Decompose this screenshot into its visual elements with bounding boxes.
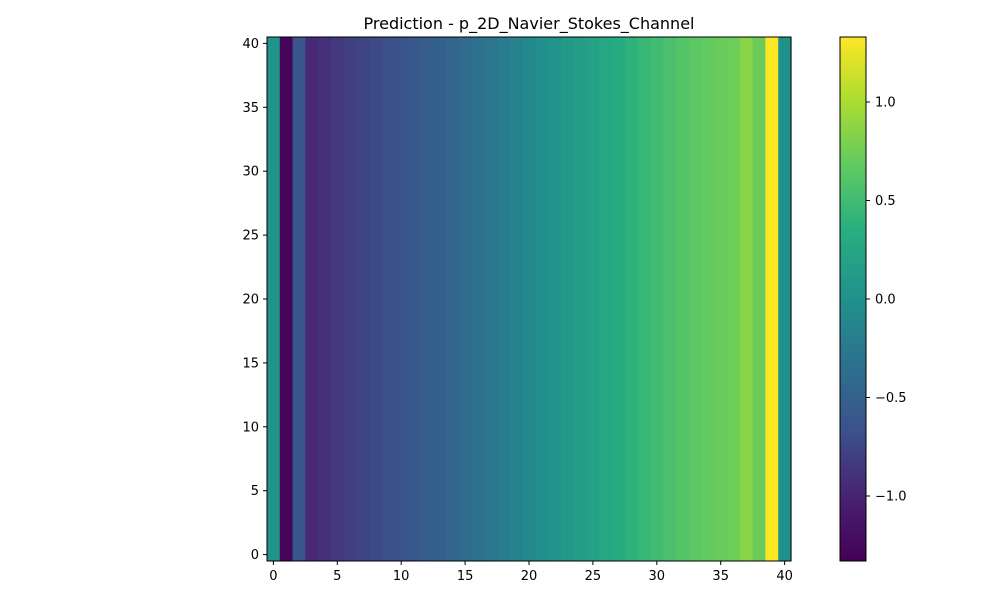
heatmap-column-10 (394, 37, 409, 561)
colorbar-axis: −1.0 −0.5 0.0 0.5 1.0 (866, 96, 907, 504)
heatmap-column-37 (739, 37, 754, 561)
colorbar-tick-label: −1.0 (875, 489, 907, 504)
heatmap-column-9 (382, 37, 396, 561)
chart-title: Prediction - p_2D_Navier_Stokes_Channel (364, 14, 695, 34)
x-tick-label: 0 (269, 569, 277, 584)
x-tick-label: 5 (333, 569, 341, 584)
y-tick-label: 10 (242, 420, 259, 435)
x-tick-label: 20 (521, 569, 538, 584)
heatmap-column-21 (535, 37, 549, 561)
colorbar-tick-label: 0.0 (875, 293, 896, 308)
heatmap-column-27 (612, 37, 626, 561)
y-tick-label: 40 (242, 37, 259, 52)
heatmap-column-28 (624, 37, 639, 561)
heatmap-column-2 (292, 37, 306, 561)
heatmap-column-25 (586, 37, 600, 561)
heatmap-column-8 (369, 37, 383, 561)
heatmap-column-1 (279, 37, 294, 561)
heatmap-column-20 (522, 37, 536, 561)
heatmap-column-3 (305, 37, 319, 561)
heatmap-column-11 (407, 37, 421, 561)
heatmap-column-35 (714, 37, 728, 561)
heatmap-column-36 (727, 37, 741, 561)
heatmap-column-0 (267, 37, 281, 561)
heatmap-cells (267, 37, 792, 561)
x-tick-label: 15 (457, 569, 474, 584)
heatmap-column-13 (433, 37, 447, 561)
x-tick-label: 30 (649, 569, 666, 584)
x-tick-label: 25 (585, 569, 602, 584)
colorbar-tick-label: 1.0 (875, 96, 896, 111)
x-tick-label: 35 (712, 569, 729, 584)
heatmap-column-14 (445, 37, 460, 561)
x-axis: 0 5 10 15 20 25 30 35 40 (269, 561, 793, 584)
heatmap-column-23 (560, 37, 575, 561)
heatmap-column-18 (497, 37, 511, 561)
heatmap-column-39 (765, 37, 779, 561)
y-tick-label: 25 (242, 229, 259, 244)
heatmap-column-29 (637, 37, 652, 561)
heatmap-column-4 (318, 37, 332, 561)
y-tick-label: 15 (242, 356, 259, 371)
x-tick-label: 10 (393, 569, 410, 584)
heatmap-column-38 (752, 37, 767, 561)
y-axis: 0 5 10 15 20 25 30 35 40 (242, 37, 267, 563)
heatmap-column-5 (330, 37, 345, 561)
heatmap-column-31 (663, 37, 677, 561)
heatmap-column-40 (778, 37, 792, 561)
heatmap-column-34 (701, 37, 715, 561)
heatmap-column-12 (420, 37, 434, 561)
colorbar-tick-label: −0.5 (875, 391, 907, 406)
heatmap-column-26 (599, 37, 613, 561)
heatmap-column-17 (484, 37, 498, 561)
heatmap-column-6 (343, 37, 358, 561)
heatmap-column-19 (509, 37, 524, 561)
y-tick-label: 20 (242, 293, 259, 308)
y-tick-label: 0 (251, 548, 259, 563)
y-tick-label: 30 (242, 165, 259, 180)
y-tick-label: 5 (251, 484, 259, 499)
heatmap-column-16 (471, 37, 485, 561)
heatmap-column-15 (458, 37, 473, 561)
heatmap-column-32 (675, 37, 690, 561)
x-tick-label: 40 (776, 569, 793, 584)
colorbar-tick-label: 0.5 (875, 194, 896, 209)
heatmap-column-33 (688, 37, 703, 561)
heatmap-column-30 (650, 37, 664, 561)
heatmap-column-24 (573, 37, 588, 561)
colorbar (840, 37, 866, 561)
heatmap-column-7 (356, 37, 370, 561)
heatmap-column-22 (548, 37, 562, 561)
y-tick-label: 35 (242, 101, 259, 116)
